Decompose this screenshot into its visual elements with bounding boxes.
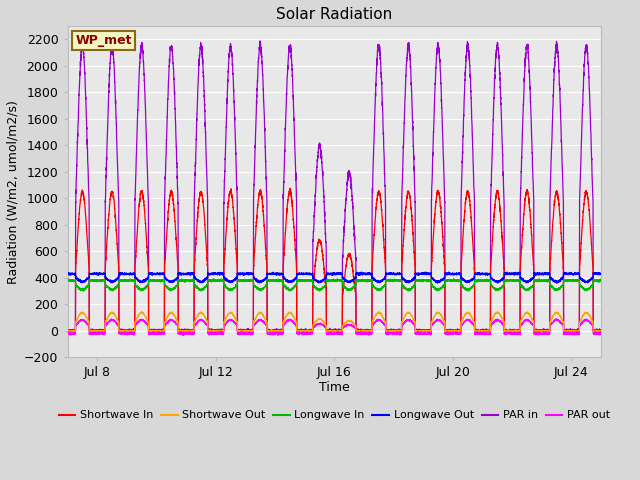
Title: Solar Radiation: Solar Radiation [276, 7, 392, 22]
Text: WP_met: WP_met [76, 34, 132, 47]
Y-axis label: Radiation (W/m2, umol/m2/s): Radiation (W/m2, umol/m2/s) [7, 100, 20, 284]
X-axis label: Time: Time [319, 381, 349, 394]
Legend: Shortwave In, Shortwave Out, Longwave In, Longwave Out, PAR in, PAR out: Shortwave In, Shortwave Out, Longwave In… [54, 406, 614, 425]
